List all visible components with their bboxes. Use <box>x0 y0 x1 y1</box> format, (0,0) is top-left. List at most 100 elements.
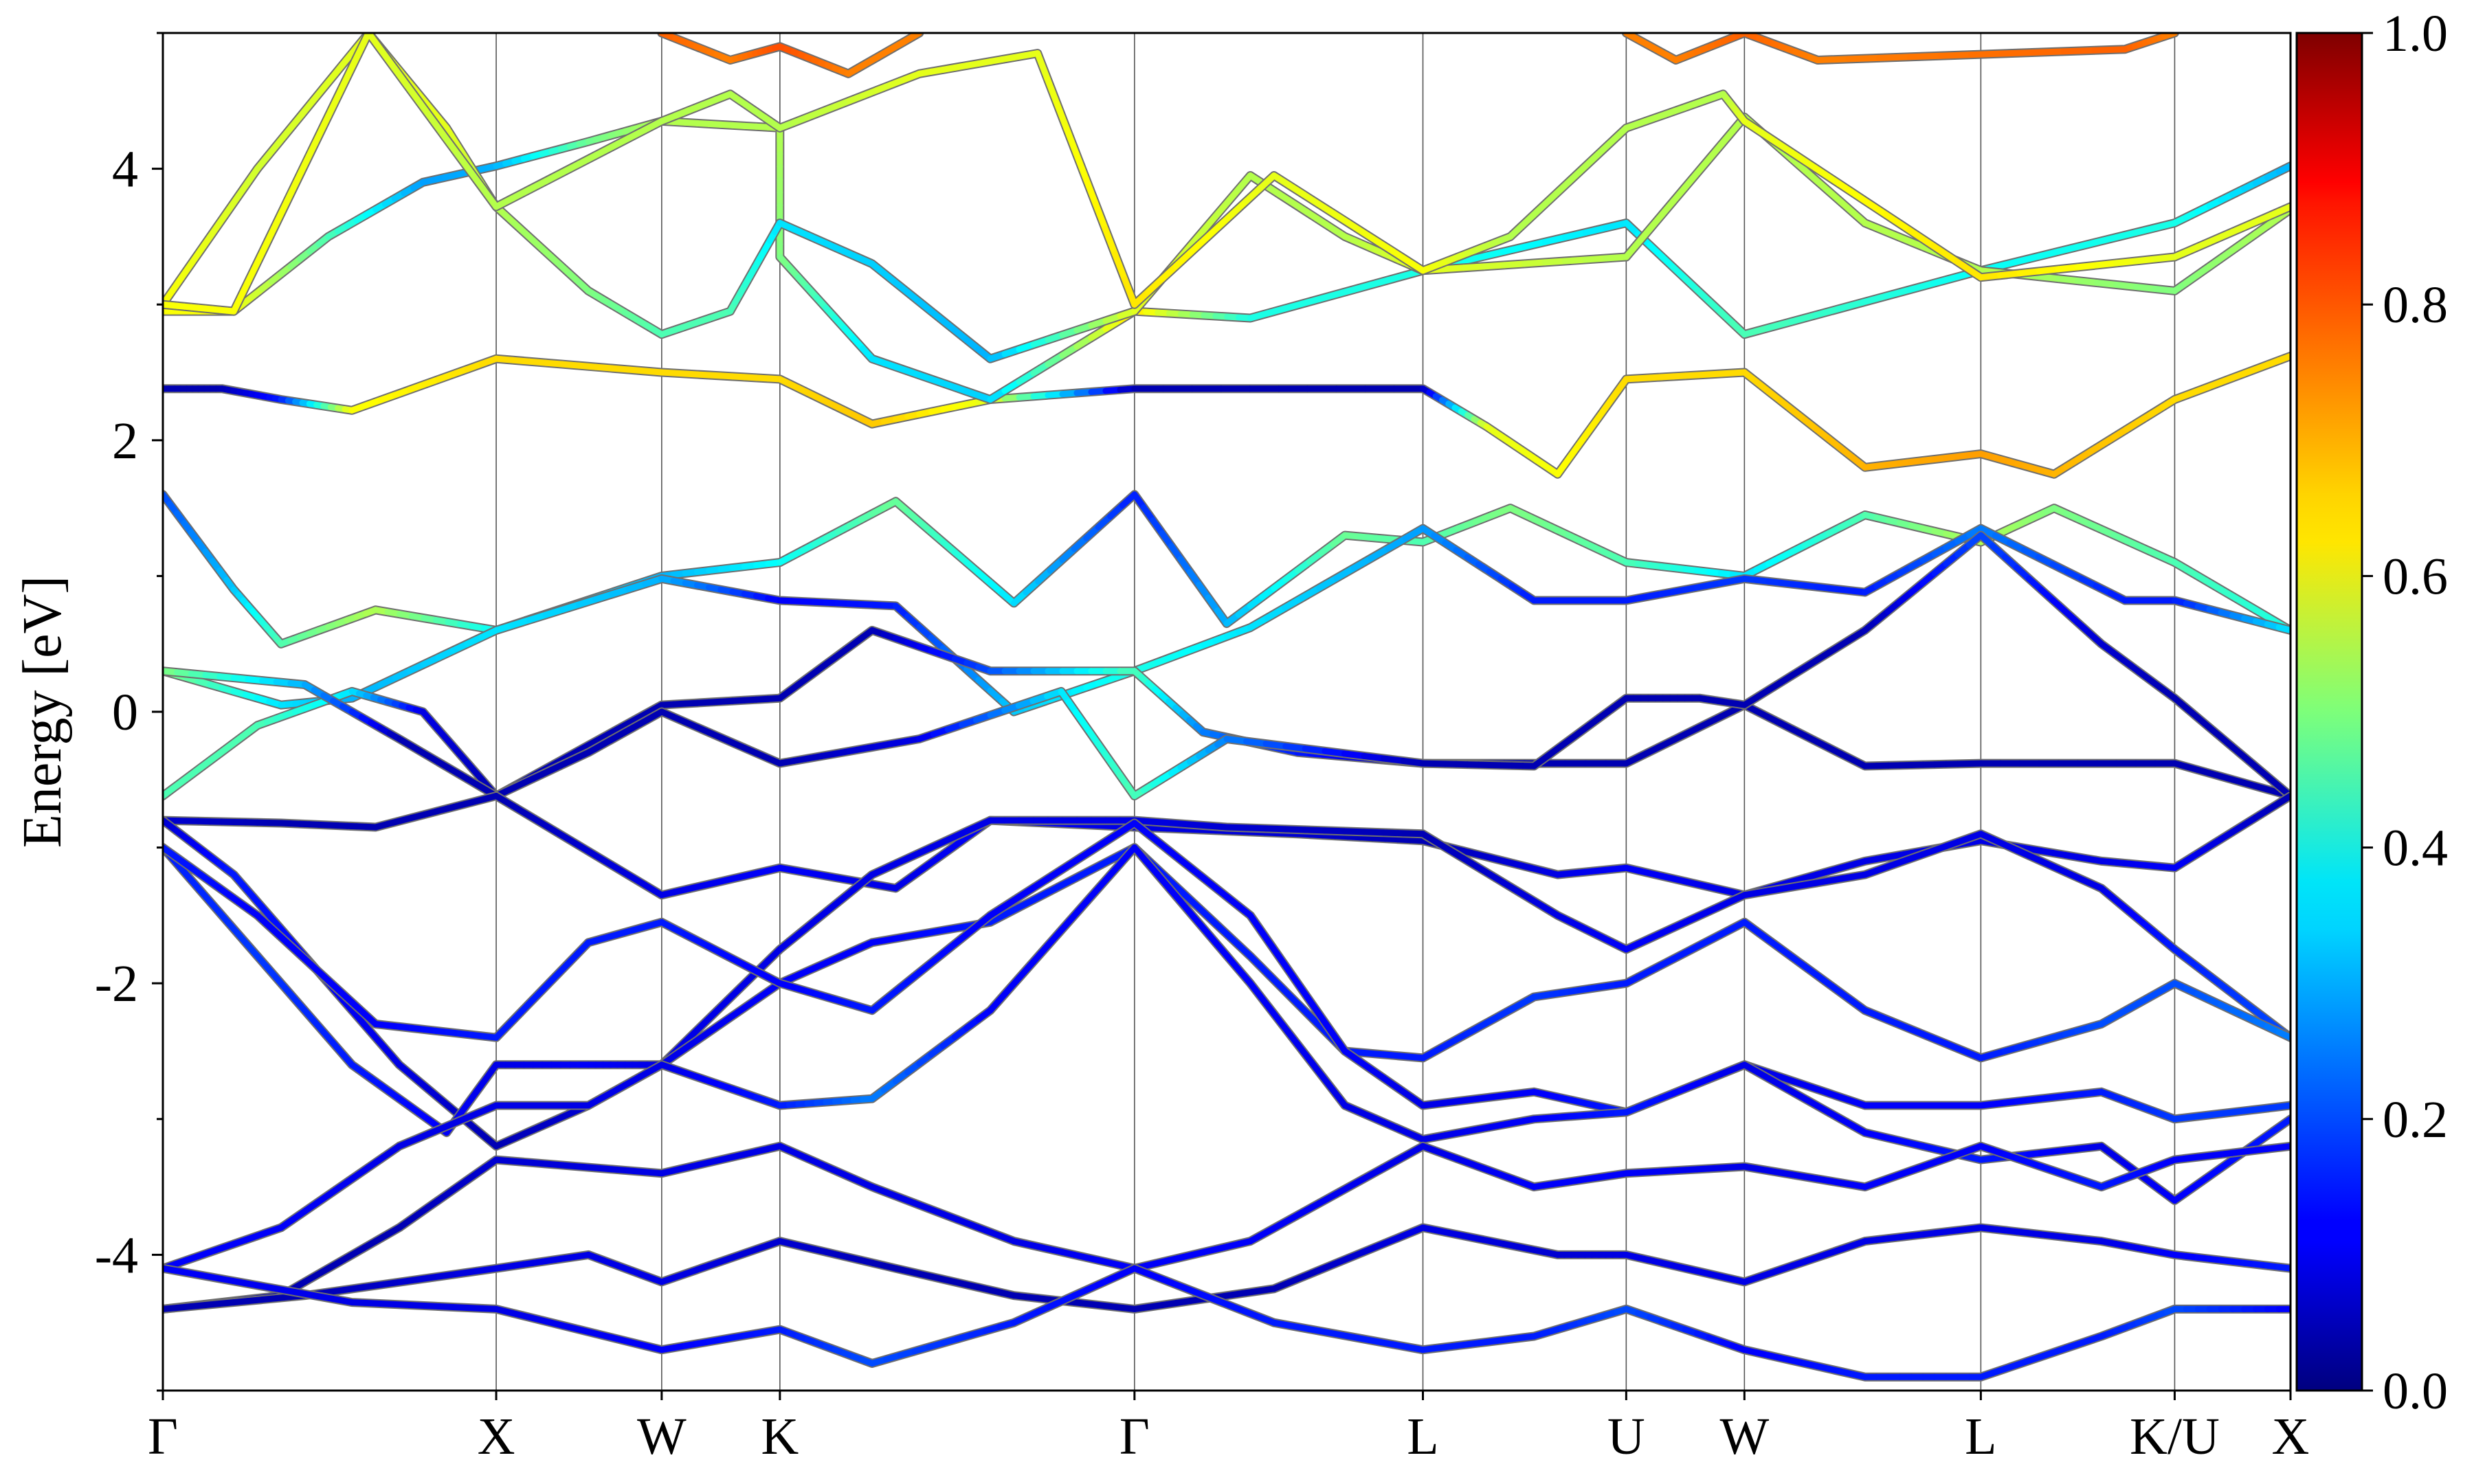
band-segment <box>575 738 599 754</box>
band-segment <box>397 1276 423 1285</box>
band-segment <box>292 1289 317 1299</box>
band-segment <box>1063 125 1080 157</box>
band-segment <box>1122 276 1138 308</box>
band-segment <box>1998 49 2036 57</box>
band-segment <box>1788 149 1819 172</box>
band-segment <box>2275 352 2291 364</box>
band-segment <box>1788 312 1819 325</box>
band-segment <box>542 169 566 185</box>
band-segment <box>1187 236 1207 256</box>
band-segment <box>1054 100 1070 132</box>
colorbar-tick-label: 0.0 <box>2383 1362 2448 1420</box>
band-segment <box>1582 225 1609 236</box>
band-segment <box>454 151 474 175</box>
band-segment <box>311 113 331 148</box>
band-segment <box>1440 265 1467 273</box>
band <box>163 490 2291 649</box>
band-segment <box>1045 925 1066 949</box>
x-tick-label: W <box>1719 1408 1769 1465</box>
band-segment <box>2113 282 2139 290</box>
y-tick-label: 2 <box>112 412 138 470</box>
band-segment <box>1765 133 1795 156</box>
band-segment <box>403 82 423 106</box>
band-segment <box>1875 54 1913 61</box>
band-segment <box>254 1282 280 1292</box>
band <box>163 818 2291 1124</box>
band-segment <box>2036 273 2062 282</box>
band-segment <box>1741 117 1772 140</box>
band-segment <box>1836 299 1866 312</box>
colorbar-tick-label: 0.2 <box>2383 1091 2448 1149</box>
band-segment <box>273 1285 299 1296</box>
band-segment <box>1814 56 1852 63</box>
band-segment <box>1302 827 1328 834</box>
band-segment <box>2036 248 2062 260</box>
band-segment <box>1034 50 1051 82</box>
band-segment <box>1112 251 1128 283</box>
band-segment <box>2132 256 2159 265</box>
band-segment <box>526 178 549 193</box>
band-segment <box>244 252 264 287</box>
band-segment <box>2113 229 2139 240</box>
x-axis-ticks: Γ X W K Γ L U W L K/U X <box>148 1391 2309 1465</box>
band-segment <box>1402 525 1426 542</box>
band-segment <box>1299 585 1323 601</box>
band-segment <box>1480 262 1508 270</box>
band <box>657 33 924 78</box>
band-segment <box>2055 276 2081 284</box>
band <box>163 1263 2291 1382</box>
band-segment <box>559 832 582 849</box>
x-tick-label: X <box>2272 1408 2310 1465</box>
band-segment <box>1243 824 1269 832</box>
band-segment <box>1460 253 1487 265</box>
band-segment <box>1859 196 1890 218</box>
band-segment <box>257 225 278 259</box>
colorbar-ticks: 0.0 0.2 0.4 0.6 0.8 1.0 <box>2362 5 2448 1420</box>
band-segment <box>311 1292 337 1303</box>
x-tick-label: X <box>478 1408 515 1465</box>
band-segment <box>542 822 566 839</box>
band-segment <box>1333 565 1357 581</box>
band-segment <box>179 1268 204 1279</box>
band-segment <box>378 1279 404 1288</box>
band-segment <box>1092 201 1108 232</box>
band-segment <box>1264 605 1289 621</box>
band-segment <box>1400 758 1426 767</box>
band-segment <box>454 1268 480 1277</box>
band-segment <box>987 991 1008 1014</box>
band-segment <box>592 144 616 159</box>
band-segment <box>2275 163 2291 175</box>
band-segment <box>2016 253 2042 265</box>
band-segment <box>1380 755 1407 764</box>
band-segment <box>1001 974 1023 998</box>
band-segment <box>493 195 516 210</box>
band-segment <box>1906 227 1937 249</box>
y-tick-label: 4 <box>112 141 138 199</box>
band-segment <box>416 1273 442 1283</box>
band-segment <box>1264 1219 1289 1235</box>
band-segment <box>230 280 251 315</box>
band-segment <box>416 99 436 123</box>
band-segment <box>473 1265 500 1274</box>
band-segment <box>1361 829 1387 836</box>
band-segment <box>1385 535 1409 552</box>
band-segment <box>1883 212 1913 234</box>
band-segment <box>2055 243 2081 255</box>
x-tick-label: Γ <box>1119 1408 1150 1465</box>
band-segment <box>1088 877 1109 900</box>
band-segment <box>559 747 582 763</box>
band <box>163 843 2291 1273</box>
band-segment <box>1131 288 1152 308</box>
band-segment <box>2055 264 2081 273</box>
y-tick-label: 0 <box>112 684 138 741</box>
band-segment <box>1906 280 1937 293</box>
band <box>163 33 2291 316</box>
band-segment <box>1030 942 1051 965</box>
band-segment <box>1257 172 1278 192</box>
band-segment <box>1368 545 1392 561</box>
band-segment <box>1480 248 1508 260</box>
colorbar-tick-label: 1.0 <box>2383 5 2448 63</box>
band-segment <box>1765 318 1795 331</box>
band-segment <box>1460 263 1487 271</box>
band-segment <box>2275 1116 2291 1131</box>
